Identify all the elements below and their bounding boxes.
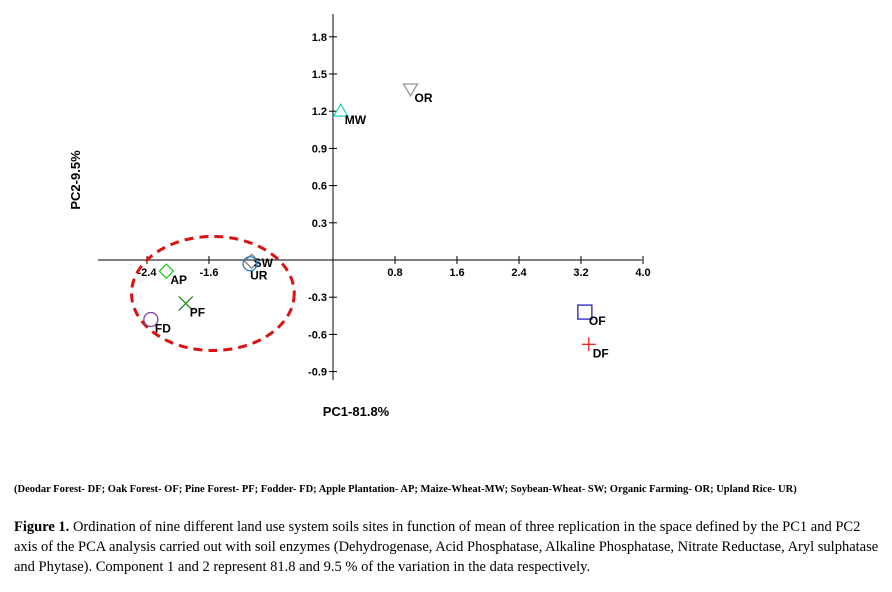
caption-text: Ordination of nine different land use sy…: [14, 519, 879, 575]
point-ap-label: AP: [170, 273, 187, 287]
y-axis-label: PC2-9.5%: [68, 150, 83, 210]
y-tick-label: 1.2: [312, 106, 327, 118]
x-tick-label: 4.0: [635, 267, 650, 279]
y-tick-label: 0.3: [312, 218, 327, 230]
point-mw-marker: [332, 102, 349, 117]
x-tick-label: 2.4: [511, 267, 527, 279]
point-ur-marker: [242, 256, 258, 272]
x-axis-label: PC1-81.8%: [323, 404, 390, 419]
abbreviation-legend: (Deodar Forest- DF; Oak Forest- OF; Pine…: [14, 484, 797, 495]
x-tick-label: -2.4: [138, 267, 158, 279]
point-df-marker: [581, 337, 596, 352]
annotations: [130, 234, 296, 353]
point-mw-label: MW: [345, 113, 367, 127]
y-tick-label: -0.9: [308, 367, 327, 379]
point-fd-label: FD: [155, 322, 171, 336]
point-or-label: OR: [415, 91, 433, 105]
x-tick-label: 1.6: [449, 267, 464, 279]
caption-label: Figure 1.: [14, 519, 70, 535]
point-of-marker: [577, 304, 593, 320]
axis-ticks: -2.4 -1.6 0.8 1.6 2.4 3.2 4.0 1.8 1.5 1.2 0.9 0.6 0.…: [138, 32, 651, 379]
y-tick-label: 0.6: [312, 181, 327, 193]
y-tick-label: 0.9: [312, 143, 327, 155]
highlight-ellipse: [130, 234, 296, 353]
axes: [98, 14, 642, 380]
point-df-label: DF: [593, 346, 609, 360]
y-tick-label: -0.3: [308, 292, 327, 304]
point-fd-marker: [143, 311, 159, 328]
point-ap-marker: [158, 263, 175, 280]
pca-scatter-plot: -2.4 -1.6 0.8 1.6 2.4 3.2 4.0 1.8 1.5 1.2 0.9 0.6 0.…: [68, 14, 651, 419]
figure-caption: Figure 1. Ordination of nine different l…: [14, 517, 882, 577]
y-tick-label: 1.8: [312, 32, 327, 44]
point-sw-label: SW: [254, 256, 274, 270]
y-tick-label: 1.5: [312, 69, 327, 81]
y-tick-label: -0.6: [308, 329, 327, 341]
point-pf-label: PF: [190, 305, 205, 319]
point-of-label: OF: [589, 314, 606, 328]
x-tick-label: 3.2: [573, 267, 588, 279]
point-or-marker: [402, 83, 419, 98]
point-sw-marker: [243, 253, 260, 270]
x-tick-label: -1.6: [200, 267, 219, 279]
point-pf-marker: [178, 295, 194, 311]
x-tick-label: 0.8: [387, 267, 402, 279]
point-ur-label: UR: [250, 269, 268, 283]
